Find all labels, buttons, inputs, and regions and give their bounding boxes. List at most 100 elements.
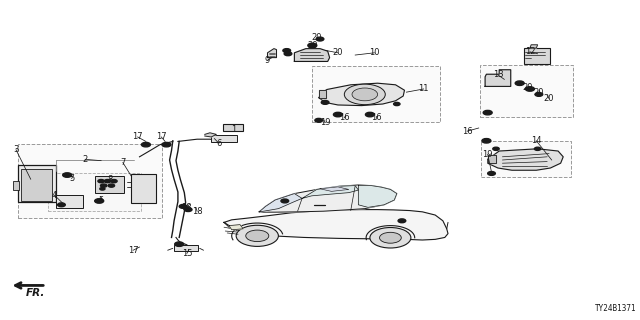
Circle shape [63,173,72,177]
Polygon shape [259,194,302,212]
Circle shape [284,52,292,56]
Text: 10: 10 [369,48,380,57]
Polygon shape [294,49,330,61]
Circle shape [344,84,385,105]
Text: 4: 4 [52,191,57,200]
FancyBboxPatch shape [211,135,237,142]
Circle shape [283,49,291,52]
FancyBboxPatch shape [48,173,141,211]
Circle shape [365,112,374,117]
Circle shape [236,225,278,246]
FancyBboxPatch shape [21,169,52,201]
Text: 16: 16 [339,113,349,122]
Text: 20: 20 [333,48,343,57]
FancyBboxPatch shape [18,144,162,218]
Circle shape [111,180,117,183]
Circle shape [95,199,104,203]
Polygon shape [530,45,538,48]
FancyBboxPatch shape [312,66,440,122]
Polygon shape [319,83,404,106]
Circle shape [58,203,65,207]
Circle shape [179,204,187,208]
FancyBboxPatch shape [95,176,124,193]
Circle shape [370,228,411,248]
Circle shape [141,142,150,147]
Circle shape [493,147,499,150]
FancyBboxPatch shape [18,165,56,202]
Polygon shape [205,133,216,137]
Polygon shape [320,187,349,191]
Text: 17: 17 [128,246,138,255]
Text: 19: 19 [483,150,493,159]
Circle shape [98,180,104,183]
Circle shape [483,110,492,115]
Text: 3: 3 [13,145,19,154]
Text: 16: 16 [462,127,472,136]
Text: 7: 7 [120,158,125,167]
Circle shape [184,208,192,212]
Polygon shape [268,49,276,58]
Text: 17: 17 [132,132,143,141]
Circle shape [380,232,401,243]
Circle shape [535,92,543,96]
Circle shape [333,112,342,117]
Circle shape [316,37,324,41]
Text: 11: 11 [419,84,429,93]
Circle shape [281,199,289,203]
Polygon shape [488,149,563,170]
Circle shape [315,118,323,122]
Circle shape [525,87,534,91]
FancyBboxPatch shape [13,181,19,190]
Polygon shape [485,70,511,86]
Circle shape [488,172,495,175]
Text: 14: 14 [531,136,541,145]
Polygon shape [259,185,397,212]
Circle shape [321,100,329,104]
Polygon shape [229,225,243,230]
Text: 17: 17 [156,132,166,141]
FancyBboxPatch shape [131,174,156,203]
FancyBboxPatch shape [524,48,550,64]
Circle shape [308,43,317,48]
Circle shape [534,147,541,150]
Text: 20: 20 [523,83,533,92]
Text: 16: 16 [371,113,381,122]
Circle shape [352,88,378,101]
Text: 18: 18 [192,207,202,216]
Text: 6: 6 [216,139,221,148]
Circle shape [100,188,105,190]
Text: 20: 20 [544,94,554,103]
FancyBboxPatch shape [223,124,243,131]
Circle shape [100,184,107,187]
Polygon shape [358,186,397,207]
Text: 15: 15 [182,249,192,258]
Text: 12: 12 [525,47,535,56]
Text: 20: 20 [312,33,322,42]
Polygon shape [488,155,496,163]
FancyBboxPatch shape [56,195,83,208]
FancyBboxPatch shape [174,245,198,251]
Text: 8: 8 [108,175,113,184]
Circle shape [246,230,269,242]
Circle shape [162,142,171,147]
Text: 19: 19 [320,118,330,127]
Text: 5: 5 [99,196,104,205]
Circle shape [108,184,115,187]
Text: 2: 2 [83,155,88,164]
Circle shape [104,180,111,183]
Circle shape [175,242,184,246]
Text: 20: 20 [307,41,317,50]
Circle shape [515,81,524,85]
Polygon shape [224,210,448,240]
Polygon shape [302,186,358,198]
Text: TY24B1371: TY24B1371 [595,304,637,313]
Polygon shape [319,90,326,98]
Text: 5: 5 [69,174,74,183]
FancyBboxPatch shape [481,141,571,177]
Circle shape [394,102,400,106]
Text: 13: 13 [493,70,503,79]
Text: 1: 1 [231,125,236,134]
Circle shape [398,219,406,223]
Text: 20: 20 [534,88,544,97]
Text: 9: 9 [265,56,270,65]
